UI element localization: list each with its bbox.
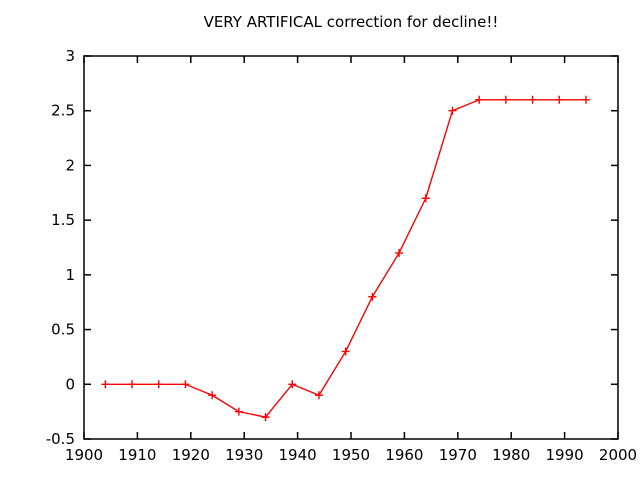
data-point-marker xyxy=(395,248,404,257)
data-point-marker xyxy=(261,413,270,422)
plot-border xyxy=(83,55,619,440)
x-axis-tick-label: 1910 xyxy=(118,446,156,464)
x-axis-tick-label: 1980 xyxy=(492,446,530,464)
y-axis-tick-label: -0.5 xyxy=(46,430,75,448)
data-point-marker xyxy=(314,391,323,400)
y-axis-tick-label: 2 xyxy=(65,156,75,174)
data-point-marker xyxy=(181,380,190,389)
data-line xyxy=(105,99,586,418)
y-axis-tick-label: 1 xyxy=(65,266,75,284)
chart-title: VERY ARTIFICAL correction for decline!! xyxy=(203,13,499,31)
x-axis-tick-label: 1970 xyxy=(439,446,477,464)
data-point-marker xyxy=(555,95,564,104)
y-axis-tick-label: 3 xyxy=(65,47,75,65)
x-axis-tick-label: 1950 xyxy=(332,446,370,464)
x-axis-tick-label: 1900 xyxy=(65,446,103,464)
y-axis-tick-label: 1.5 xyxy=(51,211,75,229)
data-point-marker xyxy=(421,194,430,203)
y-axis-tick-label: 0.5 xyxy=(51,321,75,339)
x-axis-tick-label: 1930 xyxy=(225,446,263,464)
data-point-marker xyxy=(208,391,217,400)
data-point-marker xyxy=(448,106,457,115)
x-axis-tick-label: 1920 xyxy=(172,446,210,464)
y-axis-tick-label: 0 xyxy=(65,375,75,393)
data-point-marker xyxy=(154,380,163,389)
y-axis-tick-label: 2.5 xyxy=(51,102,75,120)
data-point-marker xyxy=(528,95,537,104)
data-point-marker xyxy=(288,380,297,389)
data-point-marker xyxy=(368,292,377,301)
x-axis-tick-label: 2000 xyxy=(599,446,637,464)
data-point-marker xyxy=(341,347,350,356)
data-point-marker xyxy=(501,95,510,104)
data-point-marker xyxy=(234,407,243,416)
data-point-marker xyxy=(475,95,484,104)
x-axis-tick-label: 1940 xyxy=(279,446,317,464)
data-point-marker xyxy=(128,380,137,389)
x-axis-tick-label: 1960 xyxy=(385,446,423,464)
data-point-marker xyxy=(101,380,110,389)
x-axis-tick-label: 1990 xyxy=(546,446,584,464)
data-point-marker xyxy=(581,95,590,104)
